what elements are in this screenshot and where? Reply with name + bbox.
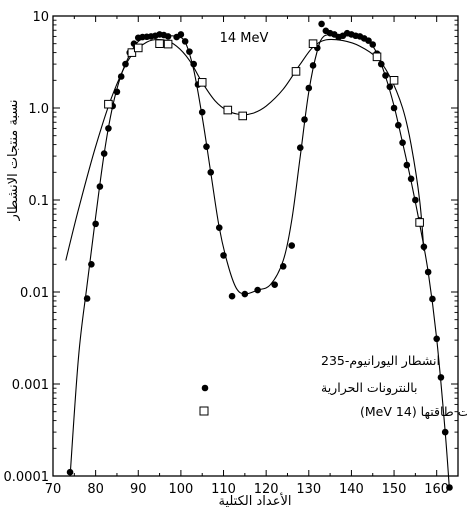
legend: انشطار اليورانيوم-235 بالنترونات الحراري… <box>199 353 467 420</box>
x-tick-label: 160 <box>424 482 449 497</box>
x-tick-label: 90 <box>130 482 147 497</box>
thermal-data-point <box>288 242 296 249</box>
thermal-data-point <box>318 20 325 28</box>
y-tick-label: 10 <box>32 10 49 25</box>
thermal-data-point <box>220 252 227 259</box>
thermal-data-point <box>88 261 95 268</box>
thermal-data-point <box>279 263 287 270</box>
x-tick-label: 100 <box>168 482 193 497</box>
thermal-data-point <box>198 108 206 116</box>
fitted-curves <box>65 34 451 491</box>
thermal-data-point <box>83 295 91 302</box>
fast-neutron-data-point <box>389 76 399 85</box>
fast-neutron-data-point <box>415 218 424 227</box>
y-tick-label: 0.0001 <box>4 470 50 485</box>
fast-neutron-data-point <box>197 78 207 87</box>
thermal-data-point <box>241 290 249 298</box>
energy-annotation: 14 MeV <box>220 31 269 46</box>
thermal-data-point <box>365 37 372 44</box>
thermal-data-point <box>390 104 398 112</box>
thermal-data-point <box>228 292 236 300</box>
thermal-data-point <box>399 139 406 146</box>
thermal-data-point <box>407 175 415 183</box>
thermal-data-point <box>203 143 210 150</box>
x-tick-label: 150 <box>382 482 407 497</box>
fast-neutron-data-point <box>133 43 143 53</box>
thermal-data-point <box>105 125 112 132</box>
x-tick-label: 70 <box>45 482 62 497</box>
x-tick-label: 130 <box>296 482 321 497</box>
thermal-data-point <box>420 243 428 251</box>
thermal-data-point <box>395 121 402 129</box>
thermal-data-point <box>424 268 432 276</box>
thermal-data-point <box>254 286 261 294</box>
data-markers <box>66 20 453 491</box>
thermal-data-point <box>403 161 411 169</box>
fast-neutron-data-point <box>238 111 248 121</box>
fast-neutron-data-point <box>223 105 233 115</box>
thermal-data-point <box>177 31 185 38</box>
thermal-data-point <box>122 60 129 68</box>
thermal-data-point <box>301 116 308 123</box>
legend-label-thermal: بالنترونات الحرارية <box>321 380 418 396</box>
thermal-data-point <box>433 335 440 343</box>
thermal-data-point <box>271 281 278 289</box>
fast-neutron-data-point <box>291 67 301 76</box>
fast-neutron-data-point <box>127 48 137 57</box>
thermal-data-point <box>186 48 193 55</box>
thermal-data-point <box>441 428 449 436</box>
thermal-data-point <box>412 196 419 204</box>
y-tick-label: 1.0 <box>28 102 49 117</box>
thermal-data-point <box>113 88 121 96</box>
fast-neutron-data-point <box>372 52 382 62</box>
thermal-data-point <box>100 150 108 157</box>
fast-neutron-14mev-curve <box>65 38 425 261</box>
y-tick-label: 0.01 <box>20 286 49 301</box>
thermal-data-point <box>181 38 189 45</box>
x-tick-label: 120 <box>254 482 279 497</box>
x-axis-label: الأعداد الكتلية <box>218 492 291 509</box>
thermal-data-point <box>382 72 389 79</box>
thermal-data-point <box>369 41 377 48</box>
axis-ticks: 70 80 90 100 110 120 130 140 150 160 0.0001 0.001 0.… <box>4 10 458 497</box>
x-tick-label: 80 <box>87 482 104 497</box>
legend-marker-thermal <box>201 384 209 392</box>
thermal-data-point <box>66 468 74 476</box>
thermal-data-point <box>309 62 317 69</box>
y-tick-label: 0.001 <box>12 378 49 393</box>
thermal-data-point <box>446 484 453 491</box>
thermal-data-point <box>305 84 313 92</box>
thermal-data-point <box>386 83 394 91</box>
legend-title: انشطار اليورانيوم-235 <box>321 353 440 369</box>
thermal-data-point <box>92 220 99 228</box>
x-tick-label: 140 <box>339 482 364 497</box>
thermal-data-point <box>164 33 172 40</box>
x-tick-label: 110 <box>211 482 236 497</box>
thermal-data-point <box>377 60 385 68</box>
y-tick-label: 0.1 <box>28 194 49 209</box>
legend-marker-14mev <box>199 406 209 416</box>
thermal-data-point <box>96 183 104 190</box>
fast-neutron-data-point <box>104 99 113 109</box>
fast-neutron-data-point <box>308 39 318 48</box>
fast-neutron-data-point <box>163 39 173 49</box>
thermal-neutron-curve <box>69 34 451 491</box>
thermal-data-point <box>190 60 197 68</box>
thermal-data-point <box>207 169 215 176</box>
plot-area <box>52 15 459 477</box>
thermal-data-point <box>296 144 304 152</box>
y-axis-label: نسبة منتجات الانشطار <box>6 100 21 222</box>
legend-label-14mev: بنترونات طاقتها (14 MeV) <box>360 404 467 420</box>
thermal-data-point <box>429 295 436 303</box>
thermal-data-point <box>437 374 445 381</box>
thermal-data-point <box>117 73 125 80</box>
fast-neutron-data-point <box>155 39 164 48</box>
thermal-data-point <box>215 224 223 231</box>
